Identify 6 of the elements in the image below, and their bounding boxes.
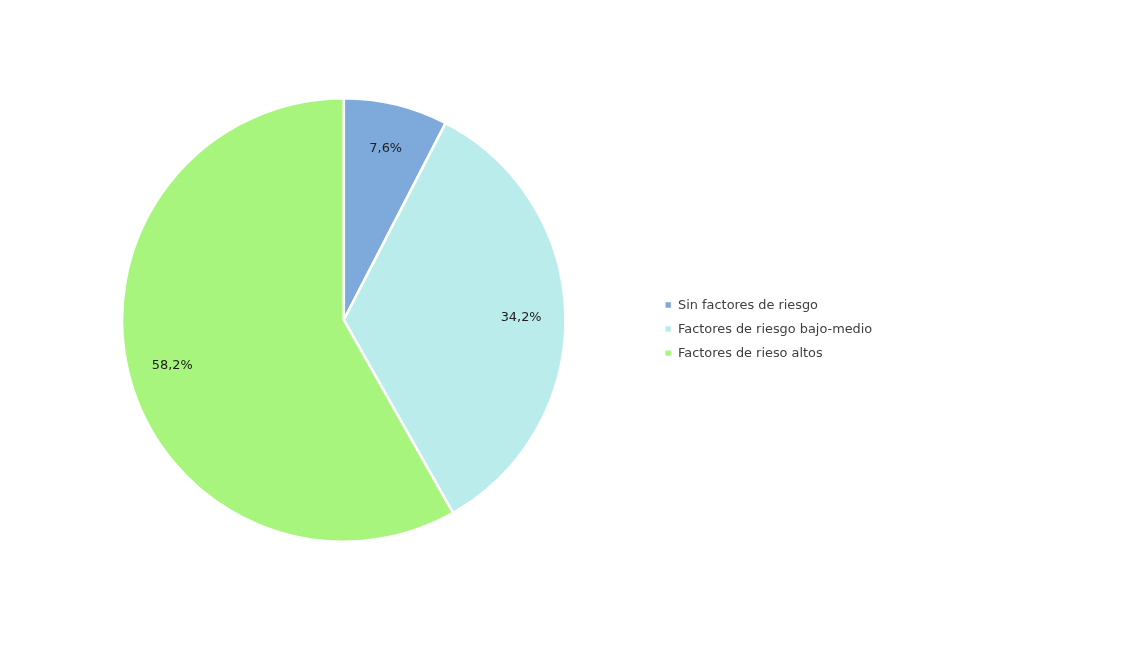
data-label: 7,6% bbox=[369, 139, 403, 155]
data-label: 58,2% bbox=[151, 357, 193, 373]
legend-label: Sin factores de riesgo bbox=[678, 297, 819, 313]
legend-label: Factores de riesgo bajo-medio bbox=[678, 321, 873, 337]
legend-label: Factores de rieso altos bbox=[678, 345, 823, 361]
data-label: 34,2% bbox=[500, 308, 542, 324]
